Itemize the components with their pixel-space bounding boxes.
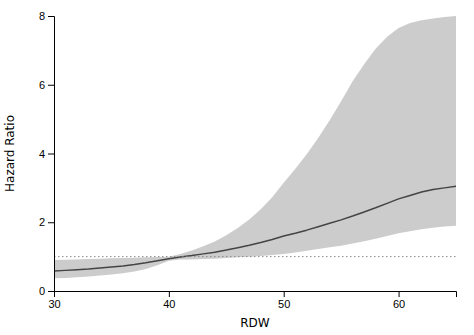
tick-label: 60	[393, 298, 405, 310]
tick: 60	[393, 291, 405, 310]
tick: 40	[163, 291, 175, 310]
curve	[54, 186, 456, 271]
x-axis-line	[55, 292, 457, 298]
x-axis: 30 40 50 60	[48, 291, 456, 310]
tick-label: 8	[39, 10, 45, 22]
y-axis-line	[48, 17, 55, 292]
chart: 30 40 50 60 0 2 4 6 8 RDW Hazard Ratio	[0, 0, 474, 335]
marks	[54, 16, 456, 278]
tick-mark	[48, 16, 54, 17]
tick-label: 6	[39, 79, 45, 91]
tick: 4	[39, 148, 54, 160]
plot: 30 40 50 60 0 2 4 6 8	[39, 10, 457, 310]
x-axis-title: RDW	[240, 316, 270, 330]
tick-mark	[48, 85, 54, 86]
tick: 50	[278, 291, 290, 310]
tick-mark	[399, 291, 400, 297]
reference-line	[54, 256, 456, 257]
tick-mark	[48, 154, 54, 155]
y-axis: 0 2 4 6 8	[39, 10, 55, 297]
tick-label: 2	[39, 216, 45, 228]
tick-label: 40	[163, 298, 175, 310]
tick: 2	[39, 216, 54, 228]
tick-mark	[48, 291, 54, 292]
tick-mark	[284, 291, 285, 297]
tick: 8	[39, 10, 54, 22]
y-axis-title: Hazard Ratio	[3, 115, 17, 192]
tick-mark	[48, 222, 54, 223]
tick: 30	[48, 291, 60, 310]
tick-label: 30	[48, 298, 60, 310]
confidence-band	[54, 16, 456, 278]
tick-label: 4	[39, 148, 45, 160]
tick-label: 0	[39, 285, 45, 297]
tick-label: 50	[278, 298, 290, 310]
tick-mark	[169, 291, 170, 297]
tick: 6	[39, 79, 54, 91]
tick: 0	[39, 285, 54, 297]
